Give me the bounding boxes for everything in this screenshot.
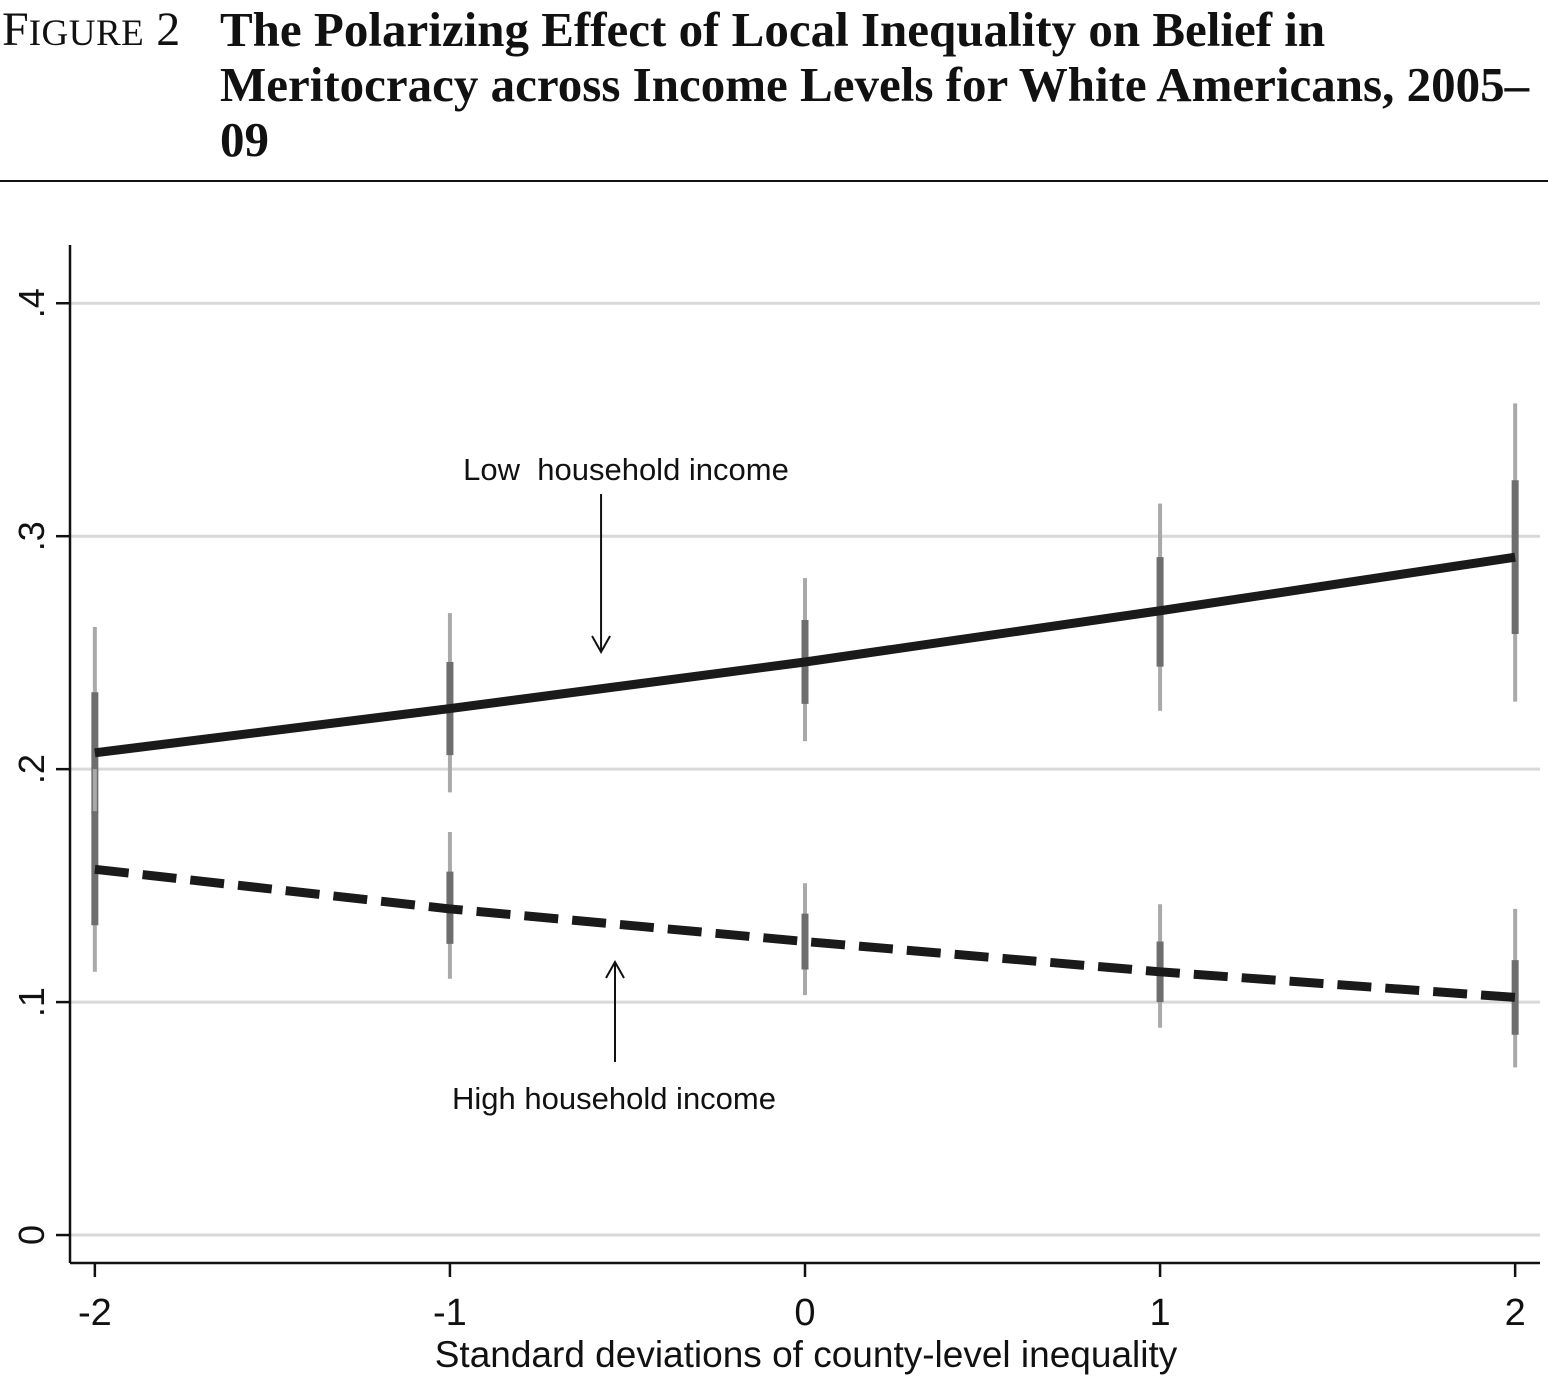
x-tick-label: -1 (433, 1292, 467, 1334)
annotation-low-income: Low household income (463, 452, 789, 487)
y-tick-label: .2 (11, 754, 52, 784)
header-rule (0, 180, 1548, 182)
annotation-high-income: High household income (452, 1081, 776, 1116)
arrow-head (605, 959, 625, 979)
axes: 0 .1 .2 .3 .4 -2 -1 0 1 2 (11, 245, 1540, 1334)
figure-label-rest: IGURE (28, 13, 145, 54)
x-tick-label: -2 (78, 1292, 112, 1334)
figure-title: The Polarizing Effect of Local Inequalit… (220, 2, 1530, 167)
x-tick-label: 1 (1150, 1292, 1171, 1334)
y-tick-label: 0 (11, 1225, 52, 1245)
y-tick-label: .1 (11, 987, 52, 1017)
x-tick-label: 2 (1505, 1292, 1526, 1334)
series-line-low-income (94, 552, 1516, 758)
y-tick-label: .4 (11, 288, 52, 318)
grid-lines (70, 301, 1540, 1237)
arrow-head (591, 635, 611, 655)
figure-label-initial: F (2, 3, 29, 56)
x-axis-title: Standard deviations of county-level ineq… (435, 1334, 1178, 1375)
series-lines (94, 552, 1516, 1002)
annotations: Low household income High household incom… (452, 452, 789, 1116)
figure-label: FIGURE 2 (2, 2, 180, 62)
y-tick-label: .3 (11, 521, 52, 551)
x-tick-label: 0 (794, 1292, 815, 1334)
figure-header: FIGURE 2 The Polarizing Effect of Local … (0, 0, 1548, 190)
figure-number: 2 (156, 3, 181, 56)
confidence-intervals (91, 403, 1519, 1068)
